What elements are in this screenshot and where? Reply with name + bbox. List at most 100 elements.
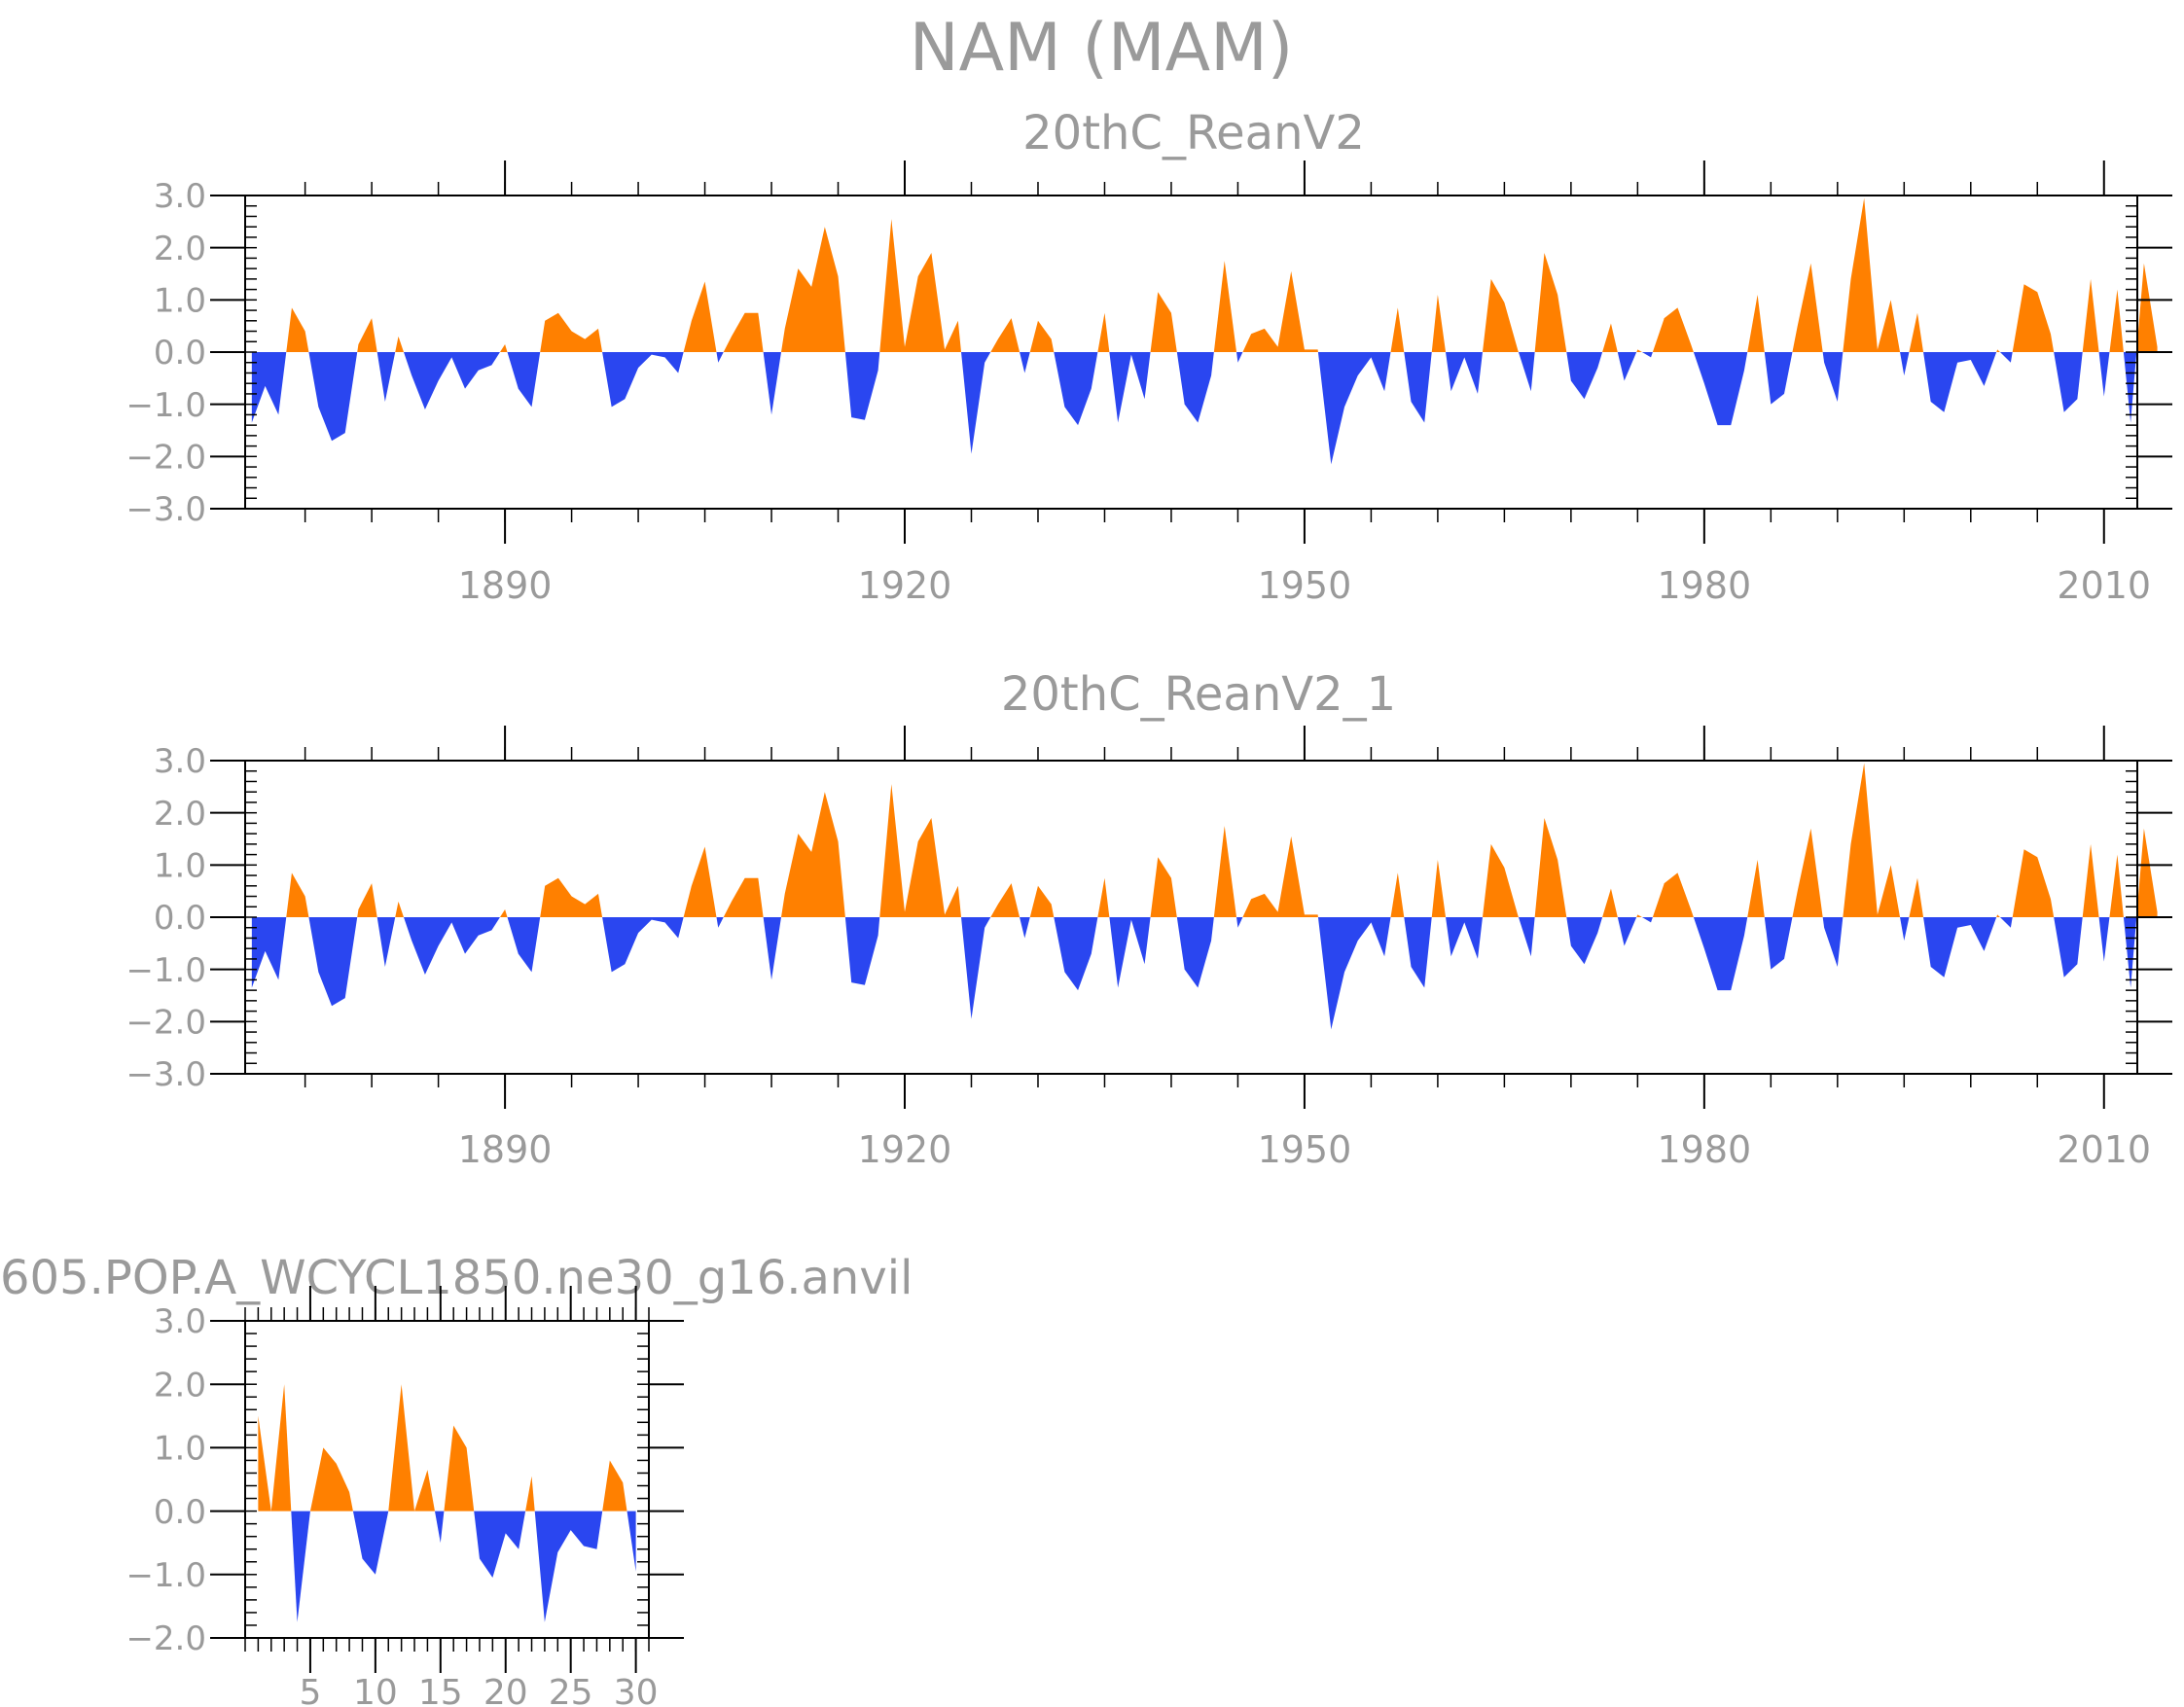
y-tick-label: 1.0 (154, 282, 206, 321)
positive-area-9 (990, 318, 1020, 352)
panel-title: 20thC_ReanV2_1 (1001, 667, 1396, 722)
positive-area-15 (1390, 307, 1405, 352)
negative-area-6 (716, 352, 724, 363)
y-tick-label: 1.0 (154, 847, 206, 886)
negative-area-19 (1566, 917, 1603, 965)
x-tick-label: 2010 (2057, 1128, 2151, 1171)
positive-area-3 (499, 908, 508, 917)
y-tick-label: −2.0 (125, 1619, 206, 1658)
negative-area-23 (1764, 917, 1793, 970)
negative-area-29 (2098, 917, 2110, 962)
negative-area-25 (1900, 352, 1910, 376)
positive-area-29 (2109, 854, 2124, 917)
positive-area-19 (1602, 323, 1618, 352)
positive-area-14 (1242, 836, 1318, 917)
negative-area-16 (1404, 917, 1432, 988)
negative-area-6 (716, 917, 724, 928)
positive-area-16 (1431, 294, 1447, 352)
y-tick-label: −3.0 (125, 1055, 206, 1094)
negative-area-14 (1236, 352, 1243, 363)
plot-frame (244, 1320, 650, 1639)
y-tick-label: 0.0 (154, 1493, 206, 1532)
positive-area-20 (1636, 349, 1642, 352)
positive-area-30 (2136, 263, 2158, 352)
negative-area-0 (251, 917, 287, 988)
negative-area-11 (1054, 352, 1098, 426)
positive-area-26 (1996, 914, 2000, 917)
positive-area-21 (1652, 872, 1694, 917)
positive-area-10 (1029, 320, 1055, 352)
negative-area-2 (376, 352, 396, 402)
negative-area-1 (352, 1511, 389, 1575)
negative-area-5 (602, 352, 684, 408)
positive-area-7 (781, 227, 845, 352)
negative-area-16 (1404, 352, 1432, 423)
positive-area-30 (2136, 828, 2158, 917)
y-tick-label: −1.0 (125, 386, 206, 425)
negative-area-14 (1236, 917, 1243, 928)
negative-area-7 (763, 352, 781, 415)
negative-area-4 (507, 352, 541, 408)
negative-area-28 (2054, 352, 2083, 412)
positive-area-4 (414, 1470, 435, 1511)
x-tick-label: 1980 (1657, 1128, 1751, 1171)
positive-area-22 (1747, 294, 1765, 352)
positive-area-23 (1792, 828, 1823, 917)
positive-area-18 (1534, 253, 1567, 352)
positive-area-0 (286, 872, 309, 917)
negative-area-5 (602, 917, 684, 973)
positive-area-22 (1747, 859, 1765, 917)
negative-area-22 (1693, 917, 1748, 991)
y-tick-label: 2.0 (154, 230, 206, 268)
y-tick-label: −3.0 (125, 490, 206, 529)
positive-area-28 (2082, 843, 2099, 917)
negative-area-24 (1822, 352, 1844, 402)
positive-area-24 (1843, 197, 1901, 352)
positive-area-9 (990, 883, 1020, 917)
figure-title: NAM (MAM) (910, 10, 1294, 87)
positive-area-6 (723, 312, 764, 352)
negative-area-12 (1109, 917, 1151, 988)
y-tick-label: 0.0 (154, 334, 206, 373)
negative-area-20 (1617, 352, 1637, 381)
negative-area-13 (1176, 352, 1214, 423)
negative-area-2 (434, 1511, 445, 1544)
negative-area-15 (1317, 917, 1391, 1030)
positive-area-13 (1213, 826, 1237, 917)
negative-area-22 (1693, 352, 1748, 426)
positive-area-1 (270, 1384, 292, 1511)
negative-area-27 (1999, 352, 2013, 363)
panel-pop-anvil: 605.POP.A_WCYCL1850.ne30_g16.anvil 3.0 2.… (0, 1251, 913, 1707)
x-tick-label: 1950 (1258, 564, 1352, 607)
x-tick-label: 25 (549, 1673, 593, 1707)
y-tick-label: −1.0 (125, 951, 206, 990)
positive-area-8 (879, 219, 962, 352)
positive-area-14 (1242, 270, 1318, 352)
positive-area-12 (1150, 292, 1177, 352)
positive-area-18 (1534, 818, 1567, 917)
negative-area-20 (1617, 917, 1637, 946)
negative-area-26 (1923, 917, 1997, 978)
x-tick-label: 1890 (458, 564, 553, 607)
negative-area-3 (404, 352, 500, 410)
y-tick-label: 3.0 (154, 1302, 206, 1341)
negative-area-13 (1176, 917, 1214, 988)
negative-area-24 (1822, 917, 1844, 967)
negative-area-0 (291, 1511, 310, 1622)
negative-area-30 (2123, 917, 2137, 988)
positive-area-4 (540, 877, 603, 917)
negative-area-1 (308, 352, 358, 442)
y-tick-label: 3.0 (154, 177, 206, 216)
positive-area-10 (1029, 885, 1055, 917)
positive-area-3 (388, 1384, 415, 1511)
positive-area-29 (2109, 289, 2124, 352)
x-tick-label: 15 (418, 1673, 463, 1707)
negative-area-25 (1900, 917, 1910, 942)
negative-area-4 (534, 1511, 603, 1622)
positive-area-11 (1097, 312, 1110, 352)
negative-area-18 (1518, 352, 1535, 392)
positive-area-1 (357, 883, 377, 917)
negative-area-21 (1641, 917, 1653, 923)
positive-area-5 (683, 281, 717, 352)
